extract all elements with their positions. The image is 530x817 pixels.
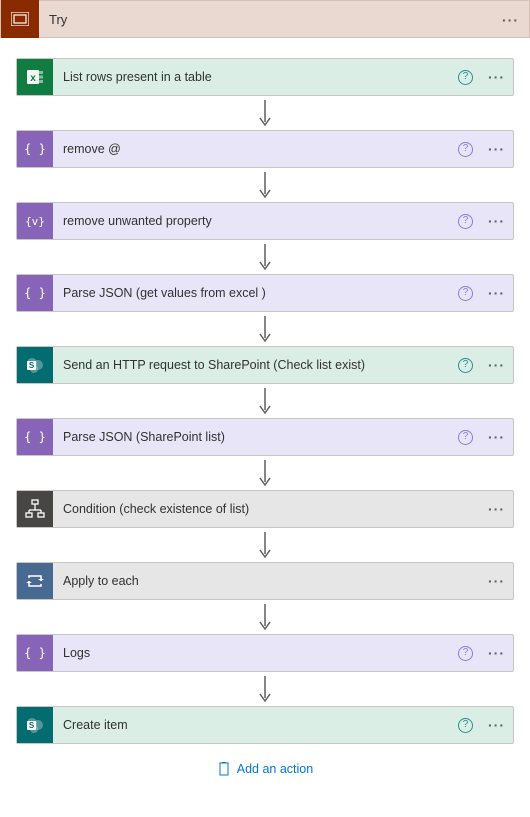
add-action-label: Add an action xyxy=(237,762,313,776)
node-more-button[interactable]: ··· xyxy=(488,563,505,599)
flow-node[interactable]: Condition (check existence of list) ··· xyxy=(16,490,514,528)
more-icon: ··· xyxy=(502,12,519,28)
more-icon: ··· xyxy=(488,717,505,733)
more-icon: ··· xyxy=(488,69,505,85)
connector-arrow xyxy=(16,96,514,130)
help-icon[interactable]: ? xyxy=(458,275,473,311)
braces-icon: { } xyxy=(17,419,53,455)
loop-icon xyxy=(17,563,53,599)
node-label: List rows present in a table xyxy=(53,70,212,84)
more-icon: ··· xyxy=(488,285,505,301)
connector-arrow xyxy=(16,456,514,490)
more-icon: ··· xyxy=(488,141,505,157)
scope-icon xyxy=(1,0,39,38)
svg-text:x: x xyxy=(30,73,36,84)
connector-arrow xyxy=(16,312,514,346)
flow-node[interactable]: { } Parse JSON (get values from excel )? ·… xyxy=(16,274,514,312)
node-more-button[interactable]: ··· xyxy=(488,707,505,743)
add-icon xyxy=(217,762,231,776)
node-label: remove @ xyxy=(53,142,121,156)
node-label: Logs xyxy=(53,646,90,660)
more-icon: ··· xyxy=(488,357,505,373)
braces-icon: { } xyxy=(17,275,53,311)
node-label: Apply to each xyxy=(53,574,139,588)
svg-text:{ }: { } xyxy=(24,430,46,444)
svg-text:S: S xyxy=(29,361,35,370)
more-icon: ··· xyxy=(488,645,505,661)
help-icon[interactable]: ? xyxy=(458,707,473,743)
braces-icon: { } xyxy=(17,635,53,671)
node-more-button[interactable]: ··· xyxy=(488,419,505,455)
flow-node[interactable]: { } remove @? ··· xyxy=(16,130,514,168)
svg-text:{ }: { } xyxy=(24,646,46,660)
condition-icon xyxy=(17,491,53,527)
node-label: Create item xyxy=(53,718,128,732)
connector-arrow xyxy=(16,384,514,418)
svg-text:{ }: { } xyxy=(24,286,46,300)
node-more-button[interactable]: ··· xyxy=(488,59,505,95)
connector-arrow xyxy=(16,672,514,706)
node-label: Send an HTTP request to SharePoint (Chec… xyxy=(53,358,365,372)
node-label: Parse JSON (get values from excel ) xyxy=(53,286,266,300)
sharepoint-icon: S xyxy=(17,707,53,743)
flow-node[interactable]: x List rows present in a table? ··· xyxy=(16,58,514,96)
flow-node[interactable]: S Send an HTTP request to SharePoint (Che… xyxy=(16,346,514,384)
node-more-button[interactable]: ··· xyxy=(488,275,505,311)
flow-node[interactable]: S Create item? ··· xyxy=(16,706,514,744)
sharepoint-icon: S xyxy=(17,347,53,383)
node-label: remove unwanted property xyxy=(53,214,212,228)
node-more-button[interactable]: ··· xyxy=(488,491,505,527)
help-icon[interactable]: ? xyxy=(458,347,473,383)
braces-icon: { } xyxy=(17,131,53,167)
help-icon[interactable]: ? xyxy=(458,203,473,239)
scope-title: Try xyxy=(39,12,67,27)
more-icon: ··· xyxy=(488,501,505,517)
flow-node[interactable]: { } Parse JSON (SharePoint list)? ··· xyxy=(16,418,514,456)
node-more-button[interactable]: ··· xyxy=(488,347,505,383)
excel-icon: x xyxy=(17,59,53,95)
node-more-button[interactable]: ··· xyxy=(488,635,505,671)
connector-arrow xyxy=(16,600,514,634)
more-icon: ··· xyxy=(488,573,505,589)
svg-text:{ }: { } xyxy=(24,142,46,156)
more-icon: ··· xyxy=(488,429,505,445)
help-icon[interactable]: ? xyxy=(458,59,473,95)
help-icon[interactable]: ? xyxy=(458,419,473,455)
svg-text:{v}: {v} xyxy=(25,215,45,228)
node-label: Condition (check existence of list) xyxy=(53,502,249,516)
connector-arrow xyxy=(16,240,514,274)
connector-arrow xyxy=(16,528,514,562)
more-icon: ··· xyxy=(488,213,505,229)
help-icon[interactable]: ? xyxy=(458,635,473,671)
flow-node[interactable]: { } Logs? ··· xyxy=(16,634,514,672)
node-more-button[interactable]: ··· xyxy=(488,131,505,167)
flow-node[interactable]: {v} remove unwanted property? ··· xyxy=(16,202,514,240)
flow-node[interactable]: Apply to each ··· xyxy=(16,562,514,600)
help-icon[interactable]: ? xyxy=(458,131,473,167)
node-more-button[interactable]: ··· xyxy=(488,203,505,239)
add-action-button[interactable]: Add an action xyxy=(16,744,514,776)
connector-arrow xyxy=(16,168,514,202)
svg-text:S: S xyxy=(29,721,35,730)
scope-header[interactable]: Try ··· xyxy=(0,0,530,38)
flow-canvas: x List rows present in a table? ··· { } remo… xyxy=(0,38,530,776)
node-label: Parse JSON (SharePoint list) xyxy=(53,430,225,444)
scope-more-button[interactable]: ··· xyxy=(502,1,519,39)
braces-v-icon: {v} xyxy=(17,203,53,239)
